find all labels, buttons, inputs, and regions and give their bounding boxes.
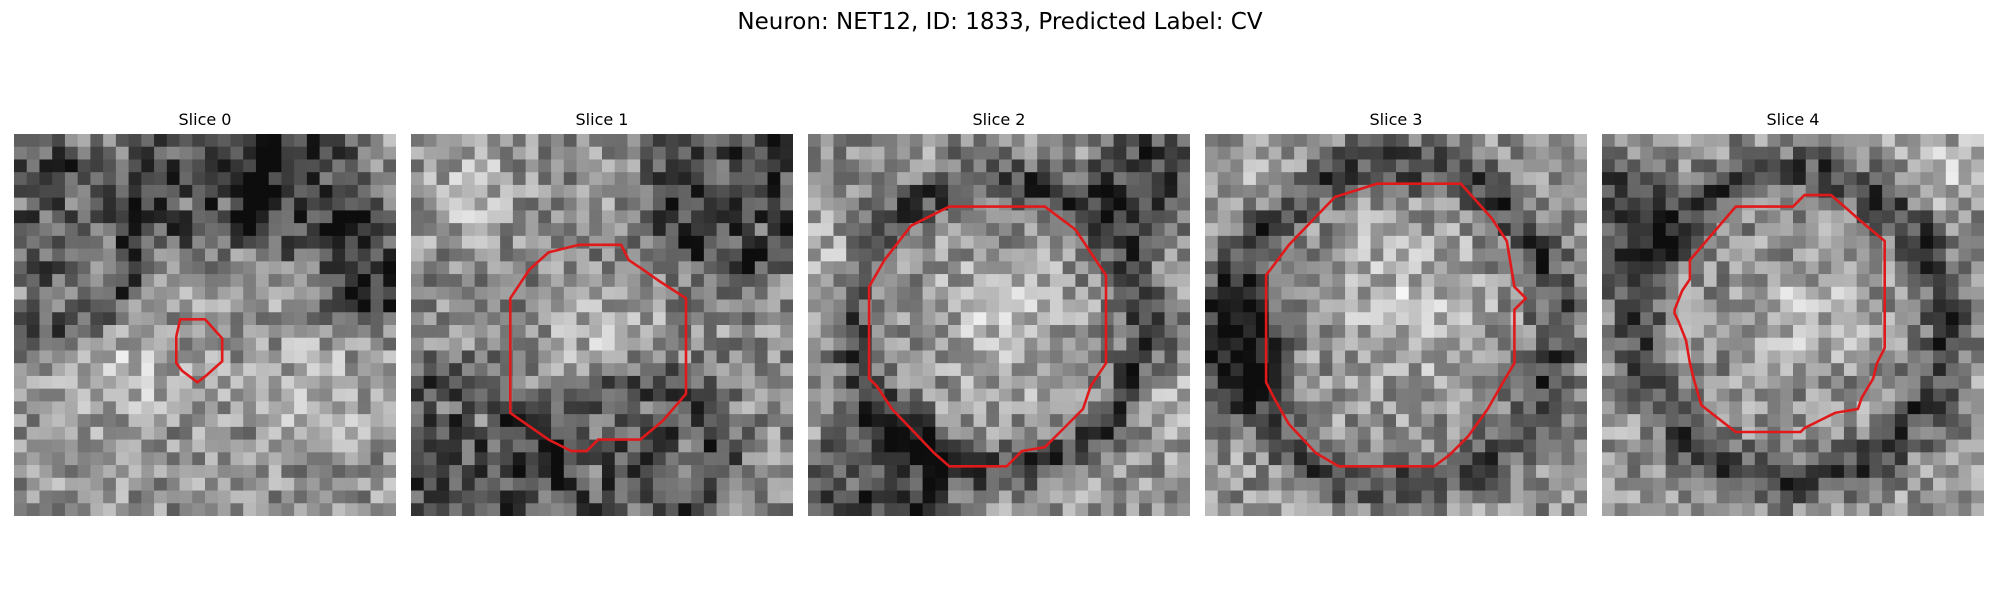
micrograph-image: [1602, 134, 1984, 516]
segmentation-contour: [1264, 182, 1528, 468]
slice-panel-1: Slice 1: [411, 108, 793, 516]
slice-title: Slice 1: [575, 110, 629, 129]
slice-panel-4: Slice 4: [1602, 108, 1984, 516]
figure-title: Neuron: NET12, ID: 1833, Predicted Label…: [737, 9, 1263, 35]
segmentation-contour: [509, 243, 688, 453]
segmentation-contour: [175, 318, 224, 384]
slice-title: Slice 2: [972, 110, 1026, 129]
slice-title: Slice 0: [178, 110, 232, 129]
micrograph-image: [411, 134, 793, 516]
segmentation-contour: [1673, 193, 1887, 434]
segmentation-contour: [867, 205, 1108, 468]
slice-title: Slice 4: [1766, 110, 1820, 129]
slice-panel-0: Slice 0: [14, 108, 396, 516]
micrograph-image: [14, 134, 396, 516]
micrograph-image: [1205, 134, 1587, 516]
micrograph-image: [808, 134, 1190, 516]
slice-panel-2: Slice 2: [808, 108, 1190, 516]
slice-panel-3: Slice 3: [1205, 108, 1587, 516]
slice-title: Slice 3: [1369, 110, 1423, 129]
